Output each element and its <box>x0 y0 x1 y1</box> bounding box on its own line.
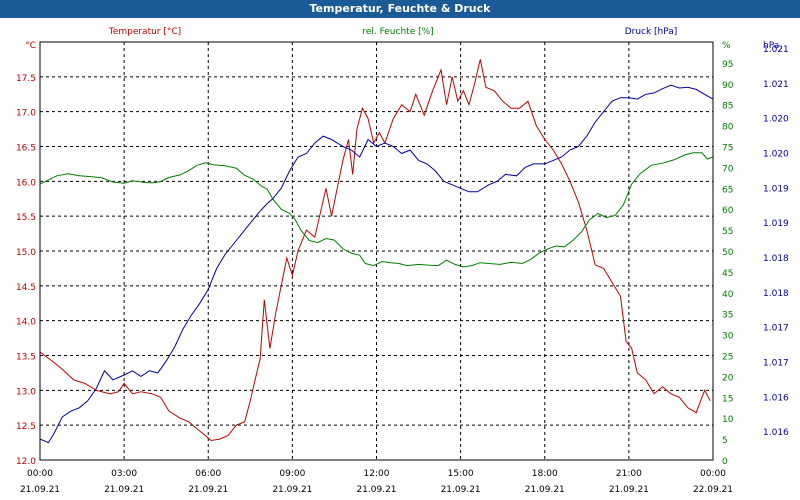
series-header: Temperatur [°C] <box>108 27 181 37</box>
x-tick-date: 21.09.21 <box>188 485 228 495</box>
y-tick-label: 1.019 <box>763 184 789 194</box>
y-tick-label: 13.5 <box>16 353 36 363</box>
y-tick-label: 65 <box>722 185 733 195</box>
y-tick-label: 17.0 <box>16 109 36 119</box>
y-tick-label: 14.0 <box>16 318 36 328</box>
humidity-axis: 0 5 10 15 20 25 30 35 40 45 50 55 60 65 70 75 80 85 90 95% <box>722 41 734 467</box>
x-tick-time: 00:00 <box>27 469 53 479</box>
series-header: Druck [hPa] <box>625 27 678 37</box>
x-tick-date: 21.09.21 <box>20 485 60 495</box>
y-tick-label: 15.5 <box>16 213 36 223</box>
x-tick-time: 00:00 <box>700 469 726 479</box>
axis-unit-label: hPa <box>763 41 779 51</box>
x-tick-date: 21.09.21 <box>272 485 312 495</box>
y-tick-label: 1.021 <box>763 45 789 55</box>
x-tick-time: 09:00 <box>279 469 305 479</box>
y-tick-label: 12.0 <box>16 457 36 467</box>
y-tick-label: 16.0 <box>16 178 36 188</box>
time-axis: 00:00 21.09.21 03:00 21.09.21 06:00 21.09.21 0… <box>20 469 733 495</box>
y-tick-label: 85 <box>722 102 733 112</box>
series-headers: Temperatur [°C] rel. Feuchte [%] Druck [hP… <box>108 27 677 37</box>
chart-title: Temperatur, Feuchte & Druck <box>0 0 800 18</box>
y-tick-label: 1.016 <box>763 393 789 403</box>
x-tick-time: 06:00 <box>195 469 221 479</box>
x-tick-date: 21.09.21 <box>104 485 144 495</box>
x-tick-date: 21.09.21 <box>609 485 649 495</box>
grid <box>40 42 713 460</box>
x-tick-time: 21:00 <box>616 469 642 479</box>
series-line <box>39 84 714 444</box>
y-tick-label: 17.5 <box>16 74 36 84</box>
x-tick-time: 12:00 <box>364 469 390 479</box>
y-tick-label: 16.5 <box>16 144 36 154</box>
series-lines <box>39 59 714 444</box>
y-tick-label: 40 <box>722 290 734 300</box>
y-tick-label: 1.017 <box>763 358 789 368</box>
series-header: rel. Feuchte [%] <box>362 27 433 37</box>
y-tick-label: 70 <box>722 164 734 174</box>
y-tick-label: 1.017 <box>763 324 789 334</box>
temperature-axis: 12.0 12.5 13.0 13.5 14.0 14.5 15.0 15.5 16.0 16.5… <box>16 41 36 467</box>
y-tick-label: 35 <box>722 311 733 321</box>
y-tick-label: 25 <box>722 353 733 363</box>
y-tick-label: 90 <box>722 81 734 91</box>
y-tick-label: 12.5 <box>16 422 36 432</box>
x-tick-time: 18:00 <box>532 469 558 479</box>
y-tick-label: 14.5 <box>16 283 36 293</box>
y-tick-label: 1.021 <box>763 80 789 90</box>
y-tick-label: 80 <box>722 123 734 133</box>
x-tick-date: 22.09.21 <box>693 485 733 495</box>
y-tick-label: 15 <box>722 394 733 404</box>
y-tick-label: 10 <box>722 415 734 425</box>
y-tick-label: 15.0 <box>16 248 36 258</box>
y-tick-label: 30 <box>722 332 734 342</box>
x-tick-time: 03:00 <box>111 469 137 479</box>
y-tick-label: 20 <box>722 373 734 383</box>
y-tick-label: 1.020 <box>763 115 789 125</box>
y-tick-label: 1.018 <box>763 289 789 299</box>
axis-unit-label: % <box>722 41 731 51</box>
y-tick-label: 60 <box>722 206 734 216</box>
x-tick-time: 15:00 <box>448 469 474 479</box>
axis-unit-label: °C <box>25 41 36 51</box>
y-tick-label: 95 <box>722 60 733 70</box>
series-line <box>39 59 711 442</box>
y-tick-label: 55 <box>722 227 733 237</box>
plot-frame <box>39 41 714 461</box>
y-tick-label: 1.019 <box>763 219 789 229</box>
y-tick-label: 1.018 <box>763 254 789 264</box>
x-tick-date: 21.09.21 <box>525 485 565 495</box>
x-tick-date: 21.09.21 <box>441 485 481 495</box>
y-tick-label: 50 <box>722 248 734 258</box>
series-line <box>39 152 714 268</box>
y-tick-label: 13.0 <box>16 387 36 397</box>
x-tick-date: 21.09.21 <box>356 485 396 495</box>
y-tick-label: 5 <box>722 436 728 446</box>
y-tick-label: 1.020 <box>763 149 789 159</box>
y-tick-label: 75 <box>722 144 733 154</box>
y-tick-label: 1.016 <box>763 428 789 438</box>
pressure-axis: 1.016 1.016 1.017 1.017 1.018 1.018 1.019 1.019… <box>763 41 789 438</box>
y-tick-label: 0 <box>722 457 728 467</box>
y-tick-label: 45 <box>722 269 733 279</box>
